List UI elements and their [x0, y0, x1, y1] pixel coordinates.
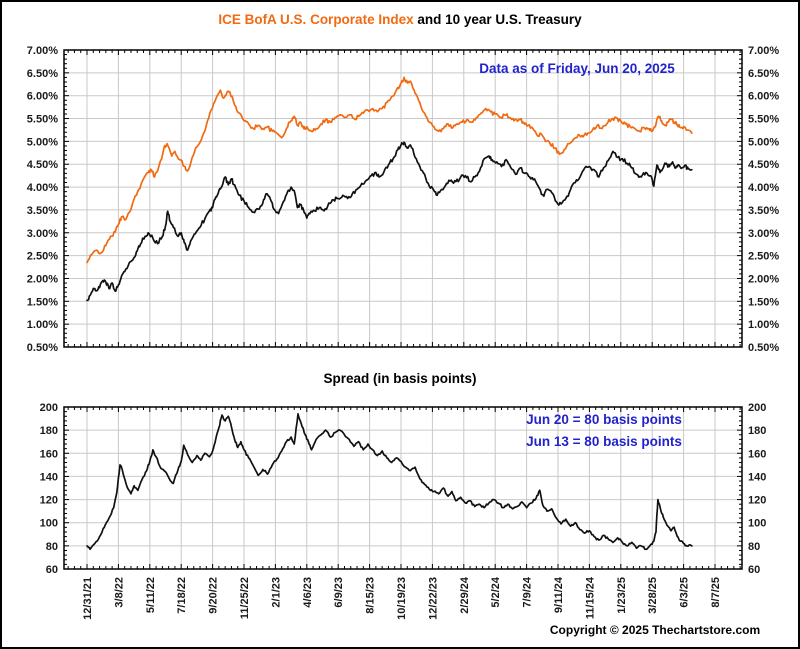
yields-y-label-right: 4.00%: [748, 182, 779, 194]
spread-y-label-left: 160: [40, 448, 58, 460]
spread-y-label-right: 120: [748, 495, 766, 507]
x-axis-date-label: 8/15/23: [365, 577, 377, 614]
yields-y-label-right: 1.50%: [748, 296, 779, 308]
spread-y-axis-labels: 200 200 180 180 160 160 140 140 120 120 100 100 80 80…: [40, 402, 767, 576]
copyright-text: Copyright © 2025 Thechartstore.com: [549, 623, 761, 637]
x-axis-date-label: 3/28/25: [647, 577, 659, 614]
x-axis-date-label: 6/9/23: [333, 577, 345, 608]
spread-annotations: Jun 20 = 80 basis points Jun 13 = 80 bas…: [526, 409, 682, 453]
yields-gridlines: [64, 50, 742, 347]
spread-y-label-right: 200: [748, 402, 766, 414]
yields-y-label-left: 5.50%: [27, 114, 58, 126]
x-axis-date-label: 7/18/22: [176, 577, 188, 614]
yields-frame: [63, 49, 743, 348]
yields-y-label-right: 0.50%: [748, 342, 779, 354]
yields-y-label-left: 1.50%: [27, 296, 58, 308]
yields-y-label-right: 4.50%: [748, 159, 779, 171]
spread-y-label-left: 200: [40, 402, 58, 414]
yields-y-label-right: 6.50%: [748, 68, 779, 80]
yields-y-label-left: 2.50%: [27, 251, 58, 263]
yields-y-label-left: 2.00%: [27, 273, 58, 285]
x-axis-date-label: 2/29/24: [459, 576, 471, 614]
yields-y-label-right: 2.00%: [748, 273, 779, 285]
yields-y-label-left: 6.00%: [27, 91, 58, 103]
yields-y-label-right: 1.00%: [748, 319, 779, 331]
spread-y-label-right: 100: [748, 518, 766, 530]
yields-y-label-left: 3.00%: [27, 228, 58, 240]
yields-y-label-left: 1.00%: [27, 319, 58, 331]
yields-y-label-right: 5.50%: [748, 114, 779, 126]
yields-y-label-left: 4.00%: [27, 182, 58, 194]
corporate-spread-over-10yr-treasury-bp--line: [86, 413, 693, 551]
x-axis-date-label: 11/25/22: [239, 577, 251, 619]
spread-chart: 200 200 180 180 160 160 140 140 120 120 100 100 80 80…: [40, 402, 767, 620]
spread-y-label-left: 80: [46, 541, 58, 553]
x-axis-date-label: 7/9/24: [522, 576, 534, 607]
spread-frame: [63, 406, 743, 570]
x-axis-date-label: 9/11/24: [553, 576, 565, 613]
spread-y-label-left: 140: [40, 471, 58, 483]
spread-y-label-right: 80: [748, 541, 760, 553]
x-axis-date-label: 12/31/21: [82, 577, 94, 620]
spread-annotation-jun20: Jun 20 = 80 basis points: [526, 412, 682, 427]
spread-chart-title: Spread (in basis points): [323, 371, 477, 386]
yields-y-label-left: 6.50%: [27, 68, 58, 80]
10-year-u-s-treasury-yield-line: [86, 141, 693, 302]
spread-annotation-jun13: Jun 13 = 80 basis points: [526, 434, 682, 449]
spread-y-label-left: 100: [40, 518, 58, 530]
yields-y-label-left: 0.50%: [27, 342, 58, 354]
spread-y-label-right: 180: [748, 425, 766, 437]
spread-gridlines: [64, 407, 742, 569]
yields-y-label-left: 4.50%: [27, 159, 58, 171]
x-axis-date-label: 3/8/22: [113, 577, 125, 608]
yields-y-label-right: 6.00%: [748, 91, 779, 103]
yields-y-axis-labels: 7.00% 7.00% 6.50% 6.50% 6.00% 6.00% 5.50% 5.50%…: [27, 45, 780, 354]
x-axis-date-label: 11/15/24: [584, 576, 596, 619]
x-axis-date-label: 9/20/22: [208, 577, 220, 614]
spread-y-label-left: 180: [40, 425, 58, 437]
spread-y-label-right: 60: [748, 564, 760, 576]
spread-y-label-left: 60: [46, 564, 58, 576]
yields-y-label-right: 7.00%: [748, 45, 779, 57]
spread-y-label-right: 140: [748, 471, 766, 483]
x-axis-date-labels: 12/31/21 3/8/22 5/11/22 7/18/22 9/20/22 11/25…: [82, 576, 722, 620]
x-axis-date-label: 5/11/22: [145, 577, 157, 613]
yields-y-label-right: 3.00%: [748, 228, 779, 240]
spread-y-label-right: 160: [748, 448, 766, 460]
x-axis-date-label: 2/1/23: [270, 577, 282, 608]
yields-y-label-right: 5.00%: [748, 136, 779, 148]
x-axis-date-label: 5/2/24: [490, 576, 502, 607]
yields-y-label-right: 3.50%: [748, 205, 779, 217]
page-title-corporate: ICE BofA U.S. Corporate Index: [218, 12, 414, 27]
data-as-of-annotation: Data as of Friday, Jun 20, 2025: [479, 61, 675, 76]
yields-y-label-left: 3.50%: [27, 205, 58, 217]
page-title-treasury: and 10 year U.S. Treasury: [413, 12, 582, 27]
x-axis-date-label: 8/7/25: [710, 577, 722, 608]
page-title: ICE BofA U.S. Corporate Index and 10 yea…: [2, 12, 798, 27]
ice-bofa-u-s-corporate-index-yield-line: [86, 76, 693, 264]
x-axis-date-label: 12/22/23: [427, 577, 439, 620]
spread-y-label-left: 120: [40, 495, 58, 507]
yields-y-label-right: 2.50%: [748, 251, 779, 263]
x-axis-date-label: 4/6/23: [302, 577, 314, 608]
yields-y-label-left: 7.00%: [27, 45, 58, 57]
yields-chart: 7.00% 7.00% 6.50% 6.50% 6.00% 6.00% 5.50% 5.50%…: [27, 45, 780, 354]
yields-ticks: [64, 49, 742, 348]
x-axis-date-label: 6/3/25: [679, 577, 691, 608]
x-axis-date-label: 1/23/25: [616, 577, 628, 614]
spread-ticks: [64, 406, 742, 570]
yields-y-label-left: 5.00%: [27, 136, 58, 148]
x-axis-date-label: 10/19/23: [396, 577, 408, 620]
